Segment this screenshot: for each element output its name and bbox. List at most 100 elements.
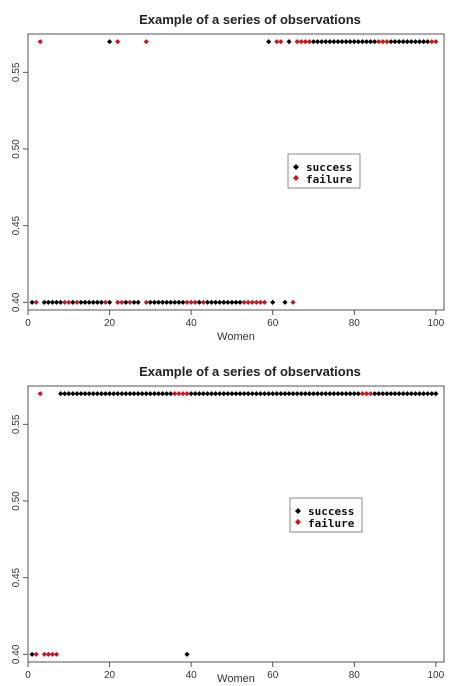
data-point-failure xyxy=(257,299,264,305)
data-point-failure xyxy=(253,299,259,305)
data-point-failure xyxy=(298,39,304,45)
data-point-failure xyxy=(302,39,308,45)
data-point-failure xyxy=(290,299,296,305)
x-tick-label: 100 xyxy=(427,318,444,329)
data-point-success xyxy=(416,39,423,45)
data-point-success xyxy=(270,299,276,305)
data-point-success xyxy=(29,651,35,657)
data-point-success xyxy=(306,391,313,397)
x-tick-label: 100 xyxy=(427,670,444,681)
data-point-failure xyxy=(74,299,80,305)
data-point-success xyxy=(90,299,96,305)
data-point-success xyxy=(421,39,427,45)
legend-marker-success xyxy=(293,164,299,170)
plot-frame xyxy=(27,385,445,663)
x-tick-label: 80 xyxy=(349,670,361,681)
data-point-success xyxy=(310,391,317,397)
data-point-success xyxy=(396,39,402,45)
data-point-success xyxy=(372,39,378,45)
data-point-success xyxy=(237,299,243,305)
data-point-success xyxy=(327,39,333,45)
data-point-success xyxy=(58,299,64,305)
data-point-success xyxy=(408,39,414,45)
data-point-failure xyxy=(33,299,39,305)
data-point-failure xyxy=(45,651,51,657)
data-point-success xyxy=(425,39,431,45)
data-point-failure xyxy=(241,299,247,305)
data-point-success xyxy=(151,299,158,305)
data-point-failure xyxy=(429,39,435,45)
data-point-failure xyxy=(127,299,133,305)
data-point-success xyxy=(221,299,227,305)
chart-title: Example of a series of observations xyxy=(139,364,361,379)
data-point-success xyxy=(159,299,166,305)
data-point-success xyxy=(388,39,394,45)
legend-marker-success xyxy=(295,508,301,514)
data-point-success xyxy=(347,39,353,45)
data-point-success xyxy=(310,39,317,45)
data-point-failure xyxy=(41,651,47,657)
data-point-failure xyxy=(33,651,39,657)
data-point-failure xyxy=(115,299,121,305)
legend: success failure xyxy=(287,153,361,189)
data-point-failure xyxy=(184,391,190,397)
data-point-failure xyxy=(359,391,366,397)
legend-marker-failure xyxy=(295,519,301,525)
legend-box xyxy=(289,497,363,533)
legend-label-success: success xyxy=(308,505,354,518)
data-points xyxy=(29,39,439,305)
data-point-success xyxy=(327,391,333,397)
data-point-success xyxy=(204,299,211,305)
data-point-success xyxy=(131,299,137,305)
data-point-failure xyxy=(306,39,313,45)
data-point-success xyxy=(314,391,321,397)
data-point-success xyxy=(208,299,215,305)
y-axis: 0.40 0.45 0.50 0.55 xyxy=(11,414,28,664)
y-tick-label: 0.40 xyxy=(11,644,22,664)
x-tick-label: 0 xyxy=(25,318,31,329)
y-tick-label: 0.45 xyxy=(11,215,22,235)
x-axis-label: Women xyxy=(217,331,255,343)
data-point-failure xyxy=(143,39,149,45)
data-point-success xyxy=(400,39,406,45)
data-point-failure xyxy=(376,39,382,45)
data-point-success xyxy=(94,299,100,305)
data-point-success xyxy=(180,299,186,305)
data-point-success xyxy=(106,299,113,305)
data-point-success xyxy=(331,391,337,397)
data-point-success xyxy=(335,391,341,397)
data-point-success xyxy=(45,299,51,305)
legend-marker-failure xyxy=(293,175,299,181)
data-point-success xyxy=(172,299,178,305)
data-point-success xyxy=(147,299,153,305)
data-point-failure xyxy=(274,39,280,45)
data-point-failure xyxy=(192,299,198,305)
legend-box xyxy=(287,153,361,189)
data-point-success xyxy=(343,39,349,45)
data-point-failure xyxy=(53,651,60,657)
data-point-success xyxy=(78,299,84,305)
data-point-failure xyxy=(245,299,251,305)
data-point-success xyxy=(355,39,361,45)
data-point-success xyxy=(282,299,288,305)
data-point-failure xyxy=(119,299,125,305)
legend-label-success: success xyxy=(306,161,352,174)
data-point-success xyxy=(49,299,56,305)
data-point-success xyxy=(86,299,92,305)
x-tick-label: 60 xyxy=(267,670,279,681)
data-point-failure xyxy=(37,39,43,45)
data-point-success xyxy=(367,39,374,45)
data-point-success xyxy=(176,299,182,305)
data-point-success xyxy=(266,39,272,45)
data-point-failure xyxy=(49,651,56,657)
x-tick-label: 40 xyxy=(186,670,198,681)
data-points xyxy=(29,391,439,657)
data-point-failure xyxy=(102,299,109,305)
data-point-success xyxy=(412,39,419,45)
y-tick-label: 0.40 xyxy=(11,292,22,312)
data-point-success xyxy=(233,299,239,305)
data-point-success xyxy=(168,299,174,305)
data-point-success xyxy=(82,299,88,305)
data-point-success xyxy=(41,299,47,305)
data-point-failure xyxy=(200,299,206,305)
